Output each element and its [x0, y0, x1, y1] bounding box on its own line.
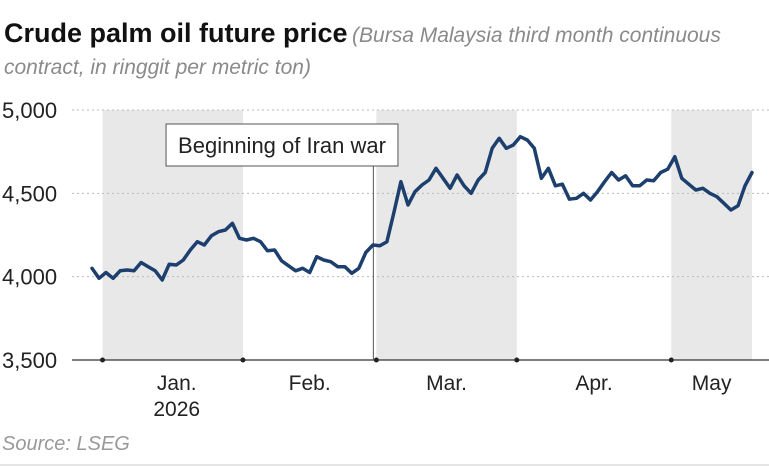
- y-tick-label: 4,500: [2, 181, 57, 206]
- annotation-box: [165, 123, 399, 167]
- month-band: [671, 110, 752, 360]
- x-tick-label: Jan.: [157, 372, 197, 395]
- x-tick-label: Feb.: [289, 372, 331, 395]
- x-tick-label: May: [692, 372, 732, 395]
- y-tick-label: 5,000: [2, 98, 57, 123]
- axis-dot: [514, 357, 520, 363]
- axis-dot: [100, 357, 106, 363]
- chart-title: Crude palm oil future price: [4, 18, 348, 48]
- month-band: [376, 110, 517, 360]
- axis-dot: [240, 357, 246, 363]
- price-line: [90, 134, 754, 282]
- header: Crude palm oil future price (Bursa Malay…: [4, 18, 734, 85]
- source: Source: LSEG: [2, 433, 130, 455]
- x-year-label: 2026: [153, 398, 200, 421]
- x-tick-label: Apr.: [575, 372, 612, 395]
- x-tick-label: Mar.: [426, 372, 467, 395]
- axis-dot: [373, 357, 379, 363]
- y-tick-label: 4,000: [2, 265, 57, 290]
- chart-subtitle: (Bursa Malaysia third month continuous c…: [4, 24, 721, 79]
- annotation-text: Beginning of Iran war: [178, 133, 386, 158]
- axis-dot: [668, 357, 674, 363]
- y-tick-label: 3,500: [2, 348, 57, 373]
